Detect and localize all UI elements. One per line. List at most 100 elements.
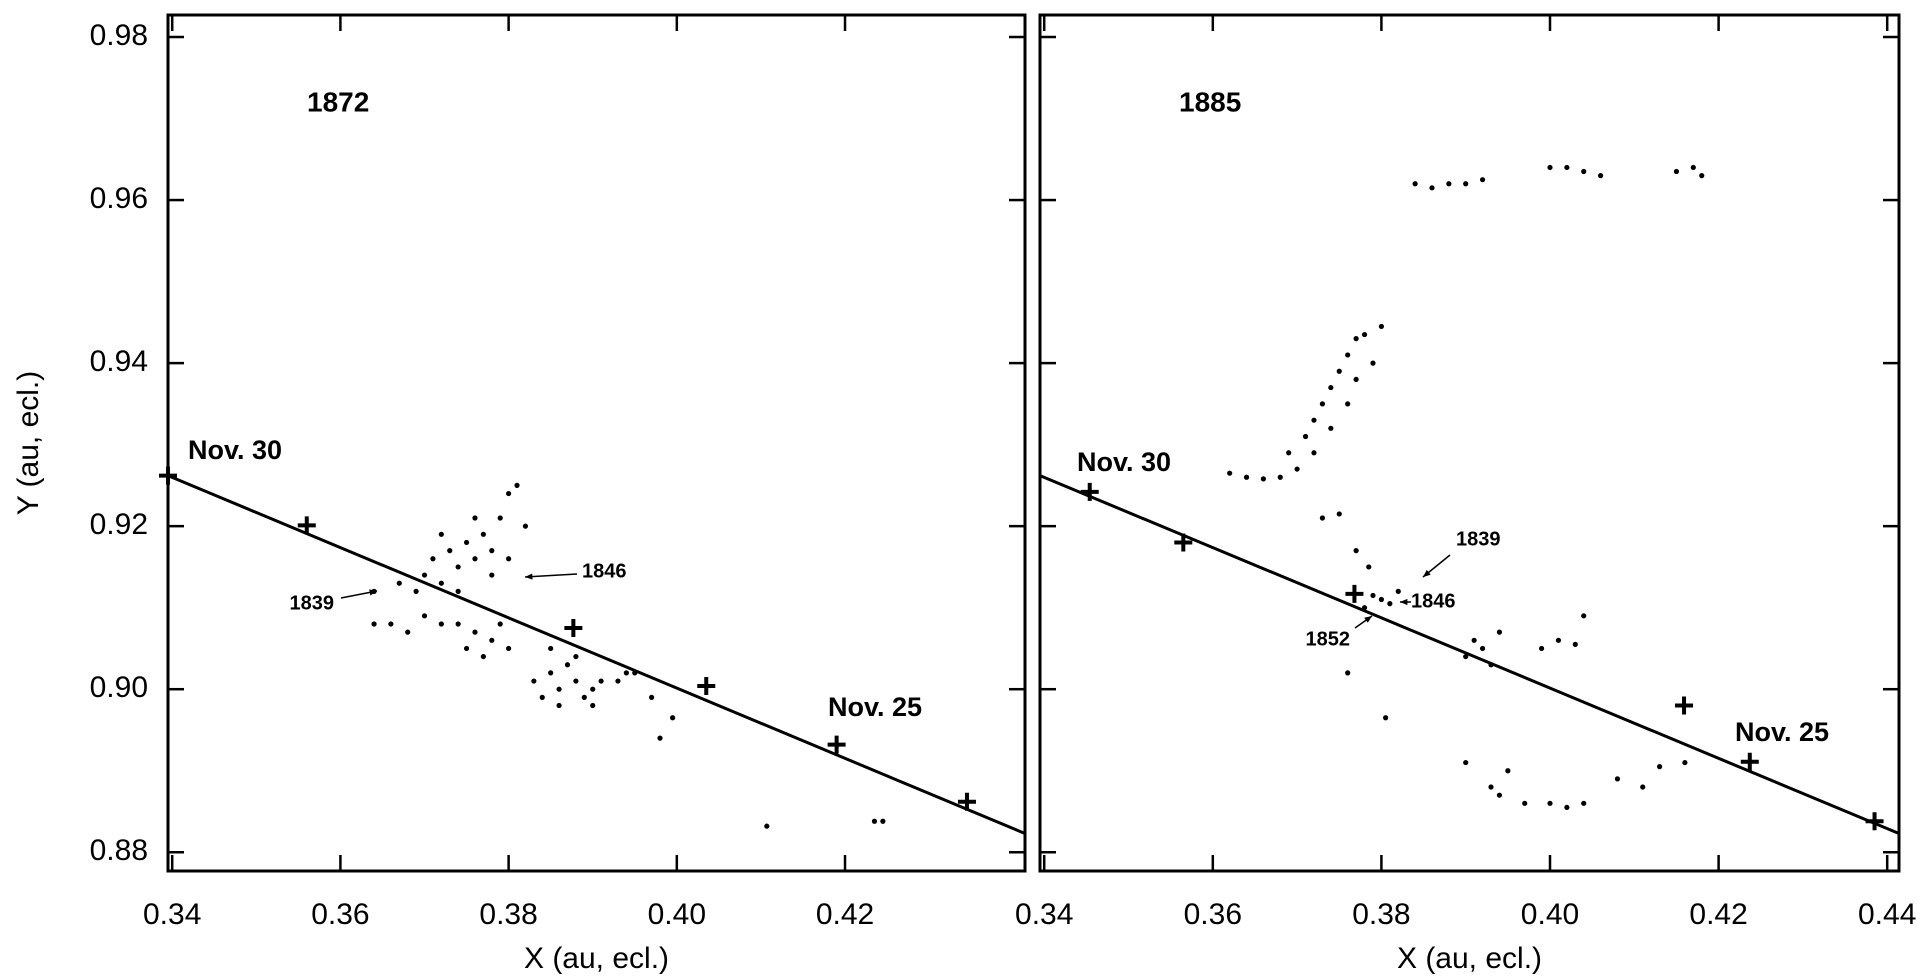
point	[421, 572, 428, 578]
arrow-head	[1423, 569, 1431, 577]
point	[880, 818, 886, 824]
point	[1446, 181, 1452, 187]
point	[1243, 474, 1250, 480]
date-marker	[697, 676, 716, 695]
point	[1366, 564, 1372, 570]
point	[506, 556, 512, 562]
point	[430, 556, 436, 562]
point	[421, 613, 428, 619]
point	[1319, 401, 1325, 407]
point	[1311, 450, 1317, 456]
point	[1370, 592, 1376, 599]
point	[1227, 470, 1233, 476]
point	[447, 548, 453, 554]
date-marker	[297, 516, 316, 535]
annotation: 1846	[582, 560, 627, 582]
point	[1682, 759, 1688, 766]
point	[489, 637, 495, 643]
point	[497, 621, 503, 627]
point	[1345, 401, 1351, 407]
y-tick-label: 0.96	[90, 182, 148, 215]
point	[438, 621, 444, 627]
point	[463, 645, 470, 652]
point	[573, 653, 579, 660]
point	[1336, 511, 1342, 517]
point	[1319, 515, 1325, 521]
annotation: 1839	[290, 592, 335, 614]
point	[1353, 548, 1359, 554]
point	[1294, 466, 1300, 472]
point	[463, 539, 470, 546]
point	[1555, 637, 1562, 643]
x-tick-label: 0.36	[1184, 898, 1242, 931]
arrow-head	[369, 589, 377, 596]
point	[573, 678, 579, 684]
point	[497, 515, 503, 521]
arrow-head	[1364, 616, 1372, 623]
point	[1656, 764, 1663, 770]
point	[539, 694, 545, 700]
point	[1496, 792, 1503, 798]
point	[1328, 425, 1334, 431]
point	[670, 715, 676, 721]
point	[590, 702, 596, 709]
point	[1353, 376, 1359, 383]
point	[1581, 613, 1587, 619]
point	[531, 678, 537, 684]
y-tick-label: 0.94	[90, 345, 148, 378]
point	[1581, 800, 1587, 806]
point	[1614, 776, 1621, 782]
date-marker	[957, 792, 976, 811]
point	[371, 621, 377, 627]
date-marker	[1345, 584, 1364, 603]
x-tick-label: 0.38	[1352, 898, 1410, 931]
point	[1311, 417, 1317, 423]
x-axis-label: X (au, ecl.)	[524, 942, 669, 975]
point	[598, 678, 604, 684]
point	[455, 621, 461, 627]
point	[1429, 185, 1435, 191]
x-tick-label: 0.44	[1858, 898, 1916, 931]
point	[1673, 168, 1680, 175]
point	[472, 629, 478, 635]
point	[1395, 588, 1401, 594]
panel-title: 1872	[307, 86, 369, 117]
point	[1328, 384, 1334, 391]
point	[548, 670, 554, 676]
point	[1383, 715, 1389, 721]
date-marker	[1080, 482, 1099, 501]
point	[1471, 637, 1477, 643]
annotation: Nov. 25	[1735, 717, 1829, 747]
point	[564, 662, 571, 668]
annotation: 1839	[1456, 528, 1501, 550]
point	[472, 556, 478, 562]
point	[480, 531, 486, 537]
track-line	[167, 474, 1026, 835]
date-marker	[1740, 752, 1759, 771]
x-tick-label: 0.40	[648, 898, 706, 931]
date-marker	[159, 466, 177, 485]
y-axis-label: Y (au, ecl.)	[12, 371, 45, 516]
point	[1277, 474, 1283, 480]
point	[1353, 336, 1359, 342]
x-tick-label: 0.42	[816, 898, 874, 931]
point	[1690, 164, 1696, 171]
point	[1302, 433, 1309, 440]
point	[1345, 352, 1351, 358]
point	[1597, 173, 1604, 179]
point	[1581, 168, 1587, 175]
point	[438, 580, 444, 586]
point	[455, 564, 461, 570]
y-tick-label: 0.98	[90, 19, 148, 52]
annotation: Nov. 30	[1077, 447, 1171, 477]
point	[1640, 784, 1646, 790]
x-tick-label: 0.38	[479, 898, 537, 931]
point	[405, 629, 411, 635]
point	[615, 678, 621, 684]
point	[1479, 645, 1486, 652]
point	[871, 818, 878, 824]
point	[1286, 450, 1292, 456]
x-tick-label: 0.42	[1689, 898, 1747, 931]
date-marker	[1675, 696, 1694, 715]
